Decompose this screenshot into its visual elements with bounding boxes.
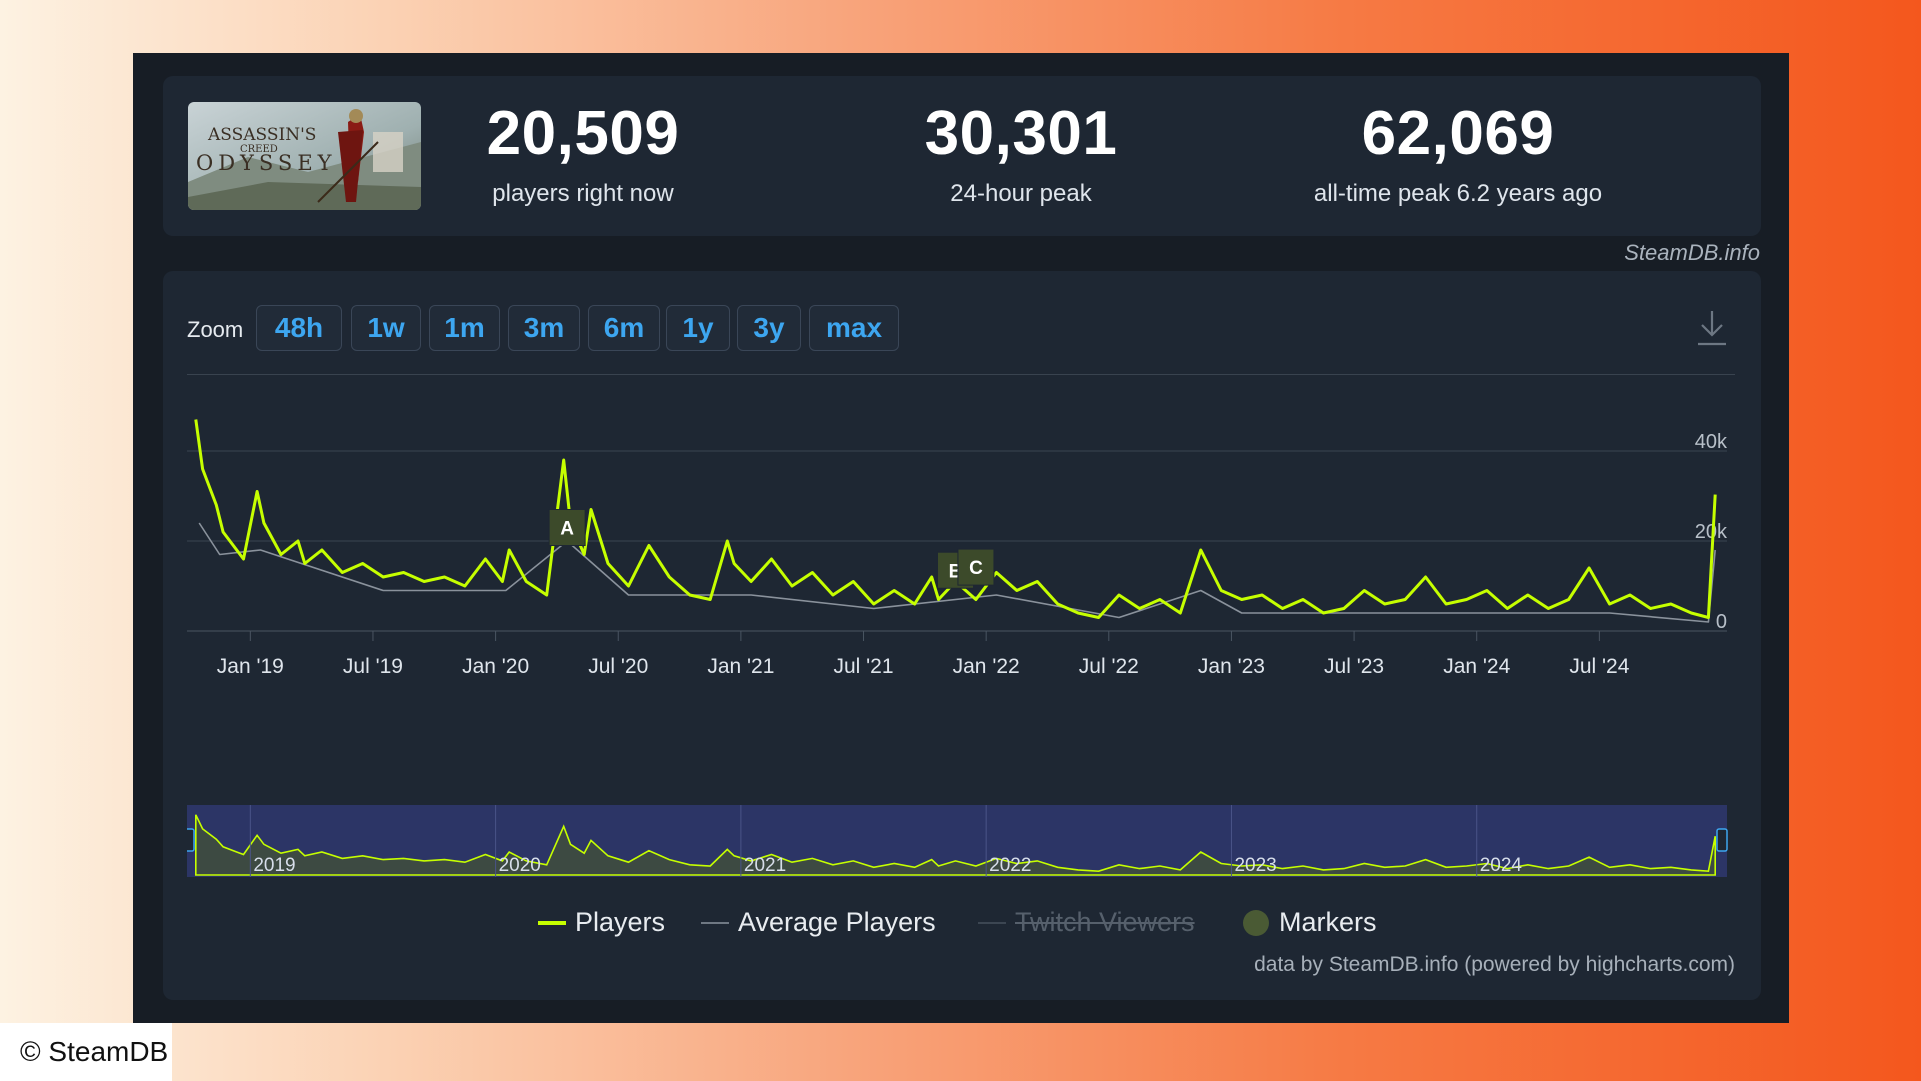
legend-average-label: Average Players — [738, 907, 936, 937]
chart-legend: Players Average Players Twitch Viewers M… — [163, 907, 1761, 947]
x-tick-label: Jan '20 — [462, 655, 529, 678]
peak-24h-label: 24-hour peak — [950, 180, 1092, 207]
navigator-year-label: 2024 — [1480, 855, 1523, 876]
player-count-chart[interactable]: 0 20k 40k Jan '19 Jul '19 Jan '20 Jul '20 Jan '… — [187, 381, 1737, 791]
legend-average[interactable]: Average Players — [701, 907, 936, 938]
navigator-series — [195, 814, 1716, 876]
x-tick-label: Jul '19 — [343, 655, 403, 678]
chart-card: Zoom 48h 1w 1m 3m 6m 1y 3y max 0 20k 40k Ja… — [163, 271, 1761, 1000]
marker-label: C — [969, 558, 983, 579]
x-tick-label: Jul '20 — [588, 655, 648, 678]
cover-logo-line3: ODYSSEY — [196, 151, 337, 175]
download-icon[interactable] — [1696, 309, 1728, 347]
stats-header: ASSASSIN'S CREED ODYSSEY 20,509 players … — [163, 76, 1761, 236]
zoom-6m-button[interactable]: 6m — [588, 305, 660, 351]
x-tick-label: Jan '24 — [1443, 655, 1510, 678]
chart-divider — [187, 374, 1735, 375]
navigator-year-label: 2022 — [989, 855, 1031, 876]
x-tick-label: Jan '21 — [707, 655, 774, 678]
copyright-box: © SteamDB — [0, 1023, 172, 1081]
navigator-right-handle[interactable] — [1716, 828, 1728, 852]
x-tick-label: Jul '22 — [1079, 655, 1139, 678]
players-swatch — [538, 920, 566, 925]
copyright-text: © SteamDB — [20, 1036, 169, 1067]
peak-24h-value: 30,301 — [924, 99, 1118, 168]
average-swatch — [701, 921, 729, 924]
all-time-peak-label: all-time peak 6.2 years ago — [1313, 180, 1603, 207]
zoom-3m-button[interactable]: 3m — [508, 305, 580, 351]
y-tick-label: 40k — [1695, 431, 1728, 453]
all-time-peak-value: 62,069 — [1361, 99, 1555, 168]
players-now-label: players right now — [492, 180, 674, 207]
x-tick-label: Jan '19 — [217, 655, 284, 678]
zoom-1m-button[interactable]: 1m — [429, 305, 500, 351]
zoom-48h-button[interactable]: 48h — [256, 305, 342, 351]
x-tick-label: Jul '21 — [833, 655, 893, 678]
navigator-year-label: 2023 — [1234, 855, 1276, 876]
chart-credits[interactable]: data by SteamDB.info (powered by highcha… — [1254, 953, 1735, 976]
legend-markers-label: Markers — [1279, 907, 1377, 937]
series-line-players — [194, 419, 1717, 619]
cover-logo-line2: CREED — [240, 144, 278, 155]
legend-players-label: Players — [575, 907, 666, 937]
legend-twitch[interactable]: Twitch Viewers — [978, 907, 1195, 938]
x-tick-label: Jul '23 — [1324, 655, 1384, 678]
players-now-value: 20,509 — [486, 99, 680, 168]
y-tick-label: 0 — [1716, 611, 1727, 633]
zoom-max-button[interactable]: max — [809, 305, 899, 351]
zoom-1y-button[interactable]: 1y — [666, 305, 730, 351]
legend-players[interactable]: Players — [538, 907, 665, 938]
zoom-3y-button[interactable]: 3y — [737, 305, 801, 351]
x-tick-label: Jan '22 — [953, 655, 1020, 678]
x-tick-label: Jul '24 — [1569, 655, 1629, 678]
game-cover-image[interactable]: ASSASSIN'S CREED ODYSSEY — [188, 102, 421, 210]
steamdb-brand[interactable]: SteamDB.info — [1624, 240, 1760, 265]
marker-c — [957, 548, 995, 586]
y-tick-label: 20k — [1695, 521, 1728, 543]
zoom-label: Zoom — [187, 317, 244, 342]
navigator-left-handle[interactable] — [187, 828, 195, 852]
series-line-average-players — [198, 522, 1716, 623]
marker-label: A — [560, 519, 574, 540]
cover-logo-line1: ASSASSIN'S — [207, 125, 316, 145]
navigator-year-label: 2021 — [744, 855, 786, 876]
navigator-year-label: 2019 — [253, 855, 295, 876]
zoom-1w-button[interactable]: 1w — [351, 305, 421, 351]
legend-twitch-label: Twitch Viewers — [1015, 907, 1195, 937]
navigator-year-label: 2020 — [499, 855, 541, 876]
x-tick-label: Jan '23 — [1198, 655, 1265, 678]
marker-a — [548, 509, 586, 546]
markers-swatch — [1243, 909, 1269, 936]
twitch-swatch — [978, 921, 1006, 924]
legend-markers[interactable]: Markers — [1243, 907, 1377, 938]
navigator-chart[interactable]: 2019 2020 2021 2022 2023 2024 — [187, 805, 1737, 877]
